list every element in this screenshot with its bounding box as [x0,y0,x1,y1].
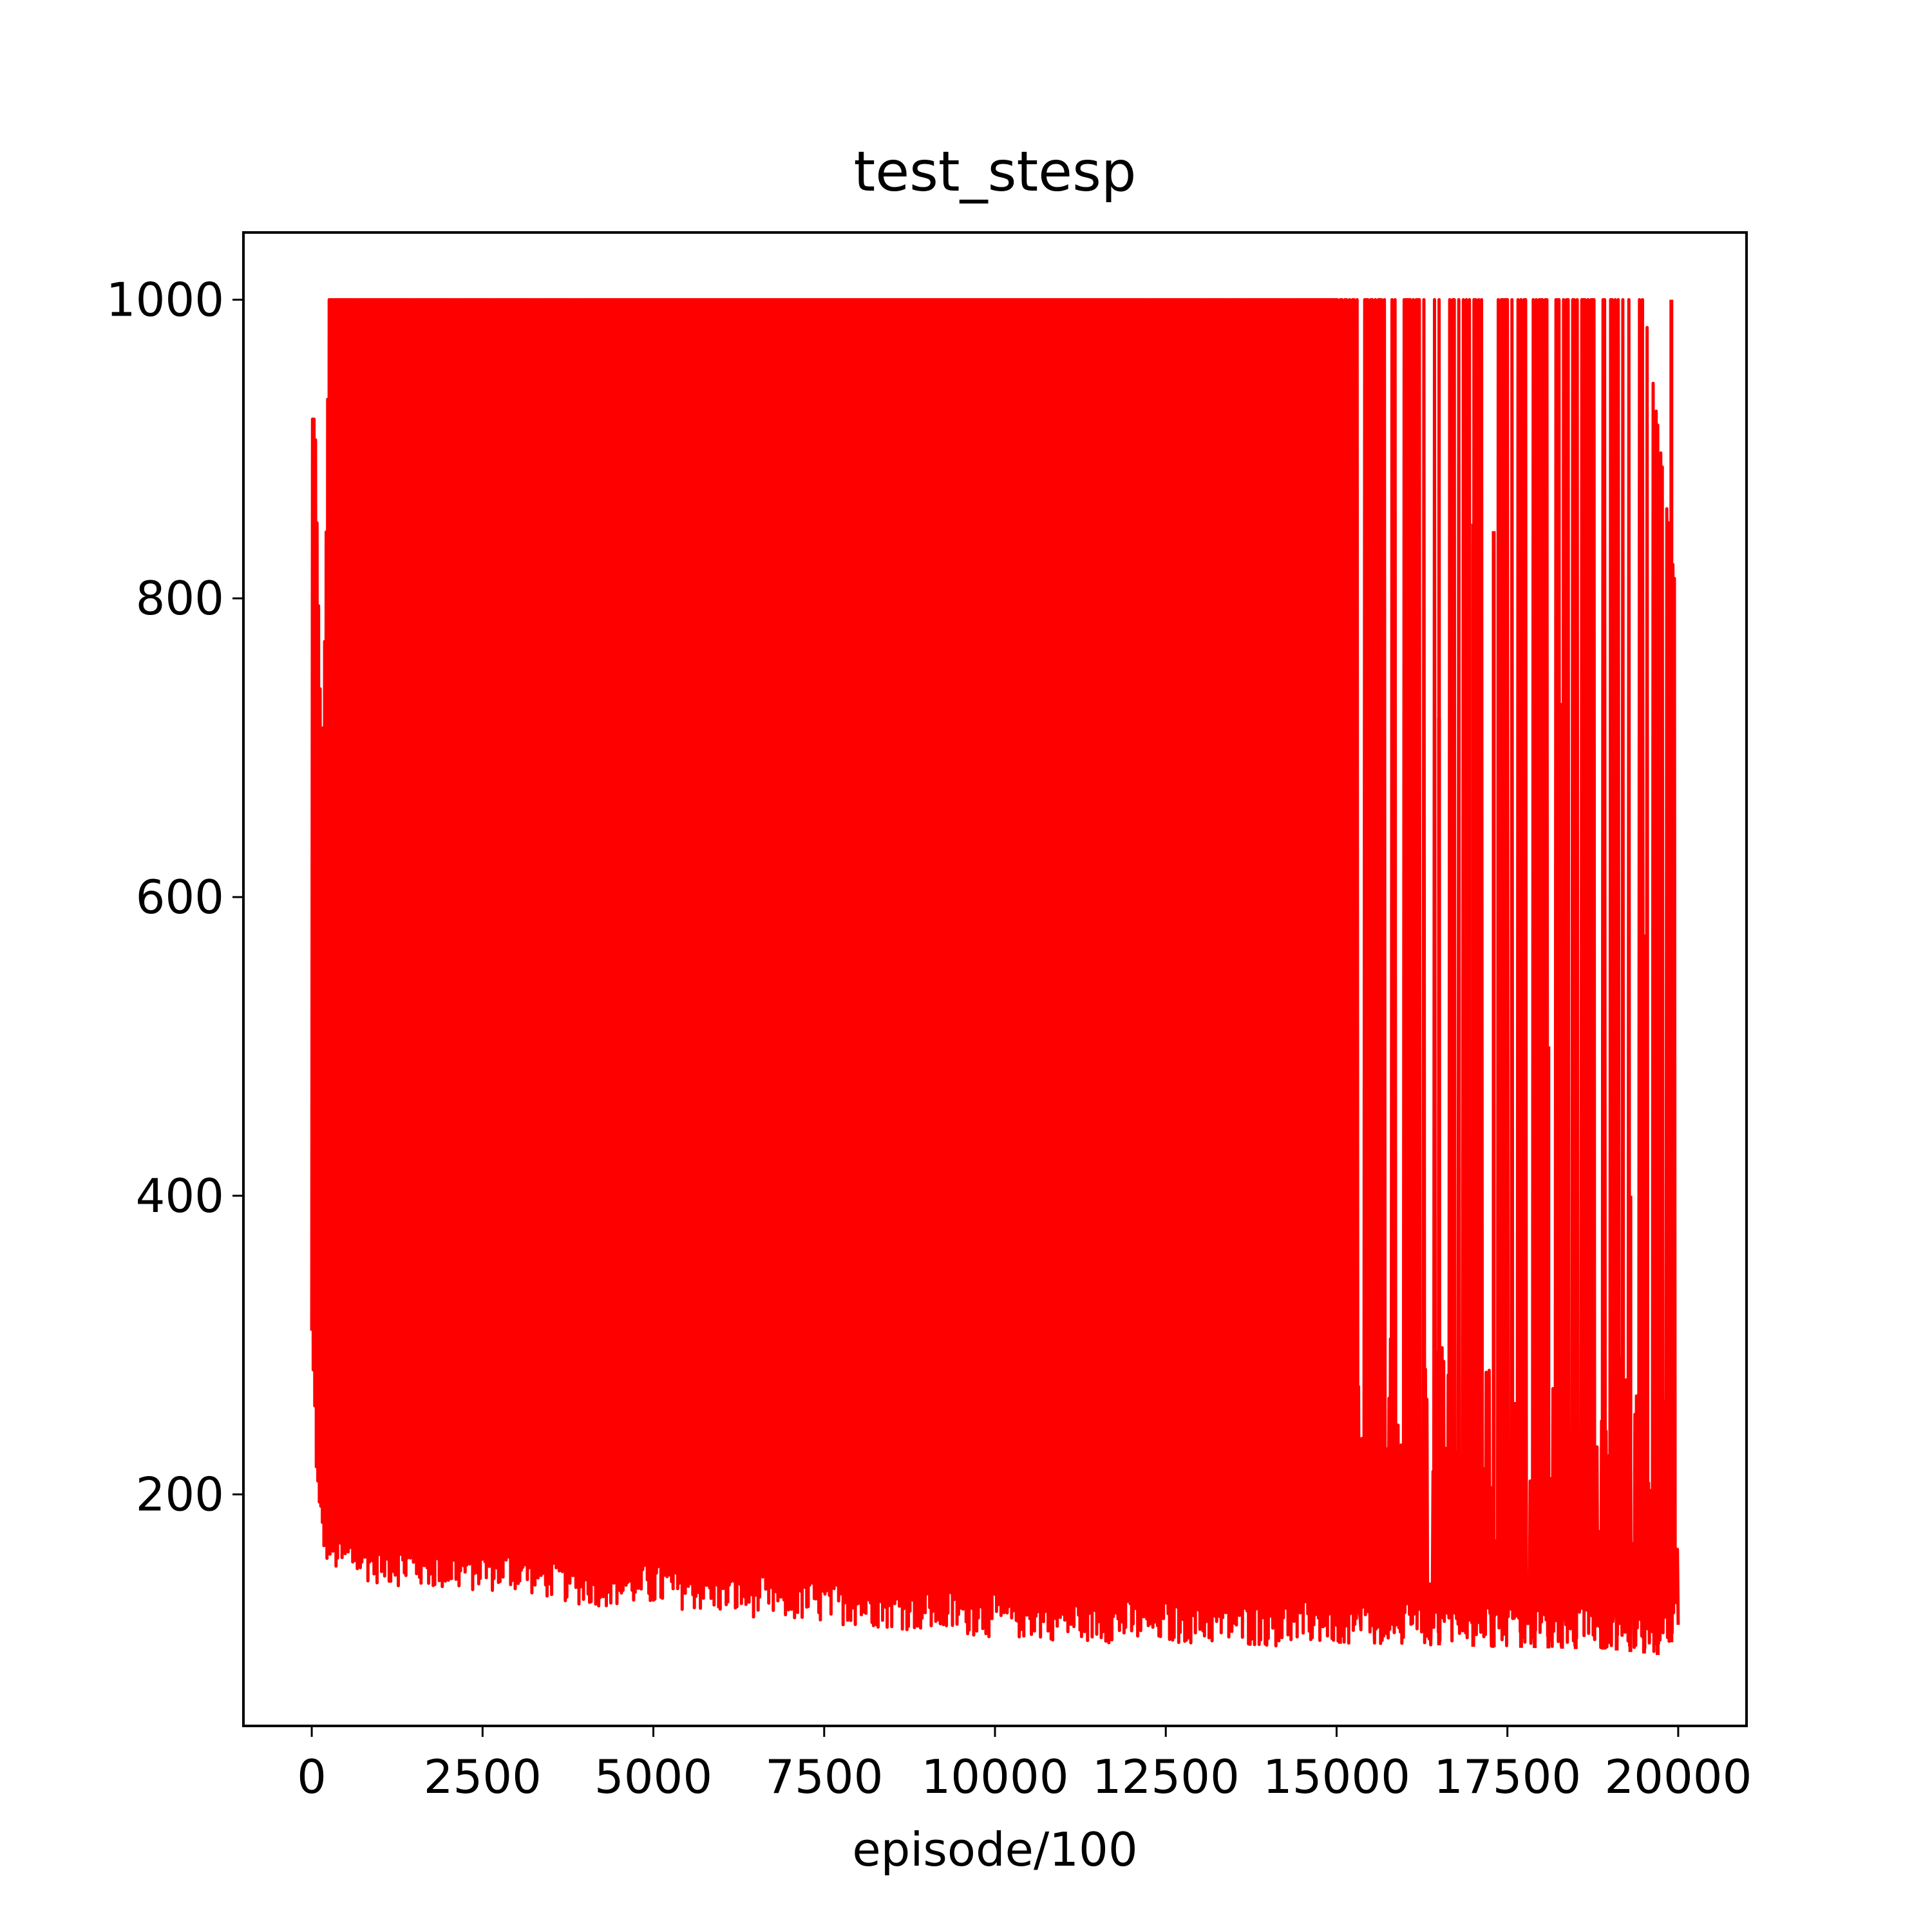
plot-area [310,298,1680,1655]
series-line [310,298,1680,1653]
x-tick-label: 20000 [1604,1750,1752,1804]
y-tick-label: 200 [136,1468,224,1522]
x-tick-label: 12500 [1092,1750,1240,1804]
x-tick-label: 0 [297,1750,327,1804]
x-tick-label: 7500 [765,1750,883,1804]
chart-title: test_stesp [854,140,1137,204]
x-tick-label: 5000 [594,1750,712,1804]
x-tick-label: 15000 [1263,1750,1410,1804]
x-axis-label: episode/100 [852,1823,1137,1877]
y-tick-label: 1000 [106,272,224,327]
x-tick-label: 17500 [1434,1750,1581,1804]
x-axis: 0 2500 5000 7500 10000 12500 15000 17500 20000 [297,1726,1752,1804]
y-tick-label: 600 [136,870,224,924]
x-tick-label: 10000 [921,1750,1068,1804]
y-tick-label: 800 [136,571,224,625]
y-axis: 200 400 600 800 1000 [106,272,243,1522]
x-tick-label: 2500 [424,1750,542,1804]
y-tick-label: 400 [136,1169,224,1223]
